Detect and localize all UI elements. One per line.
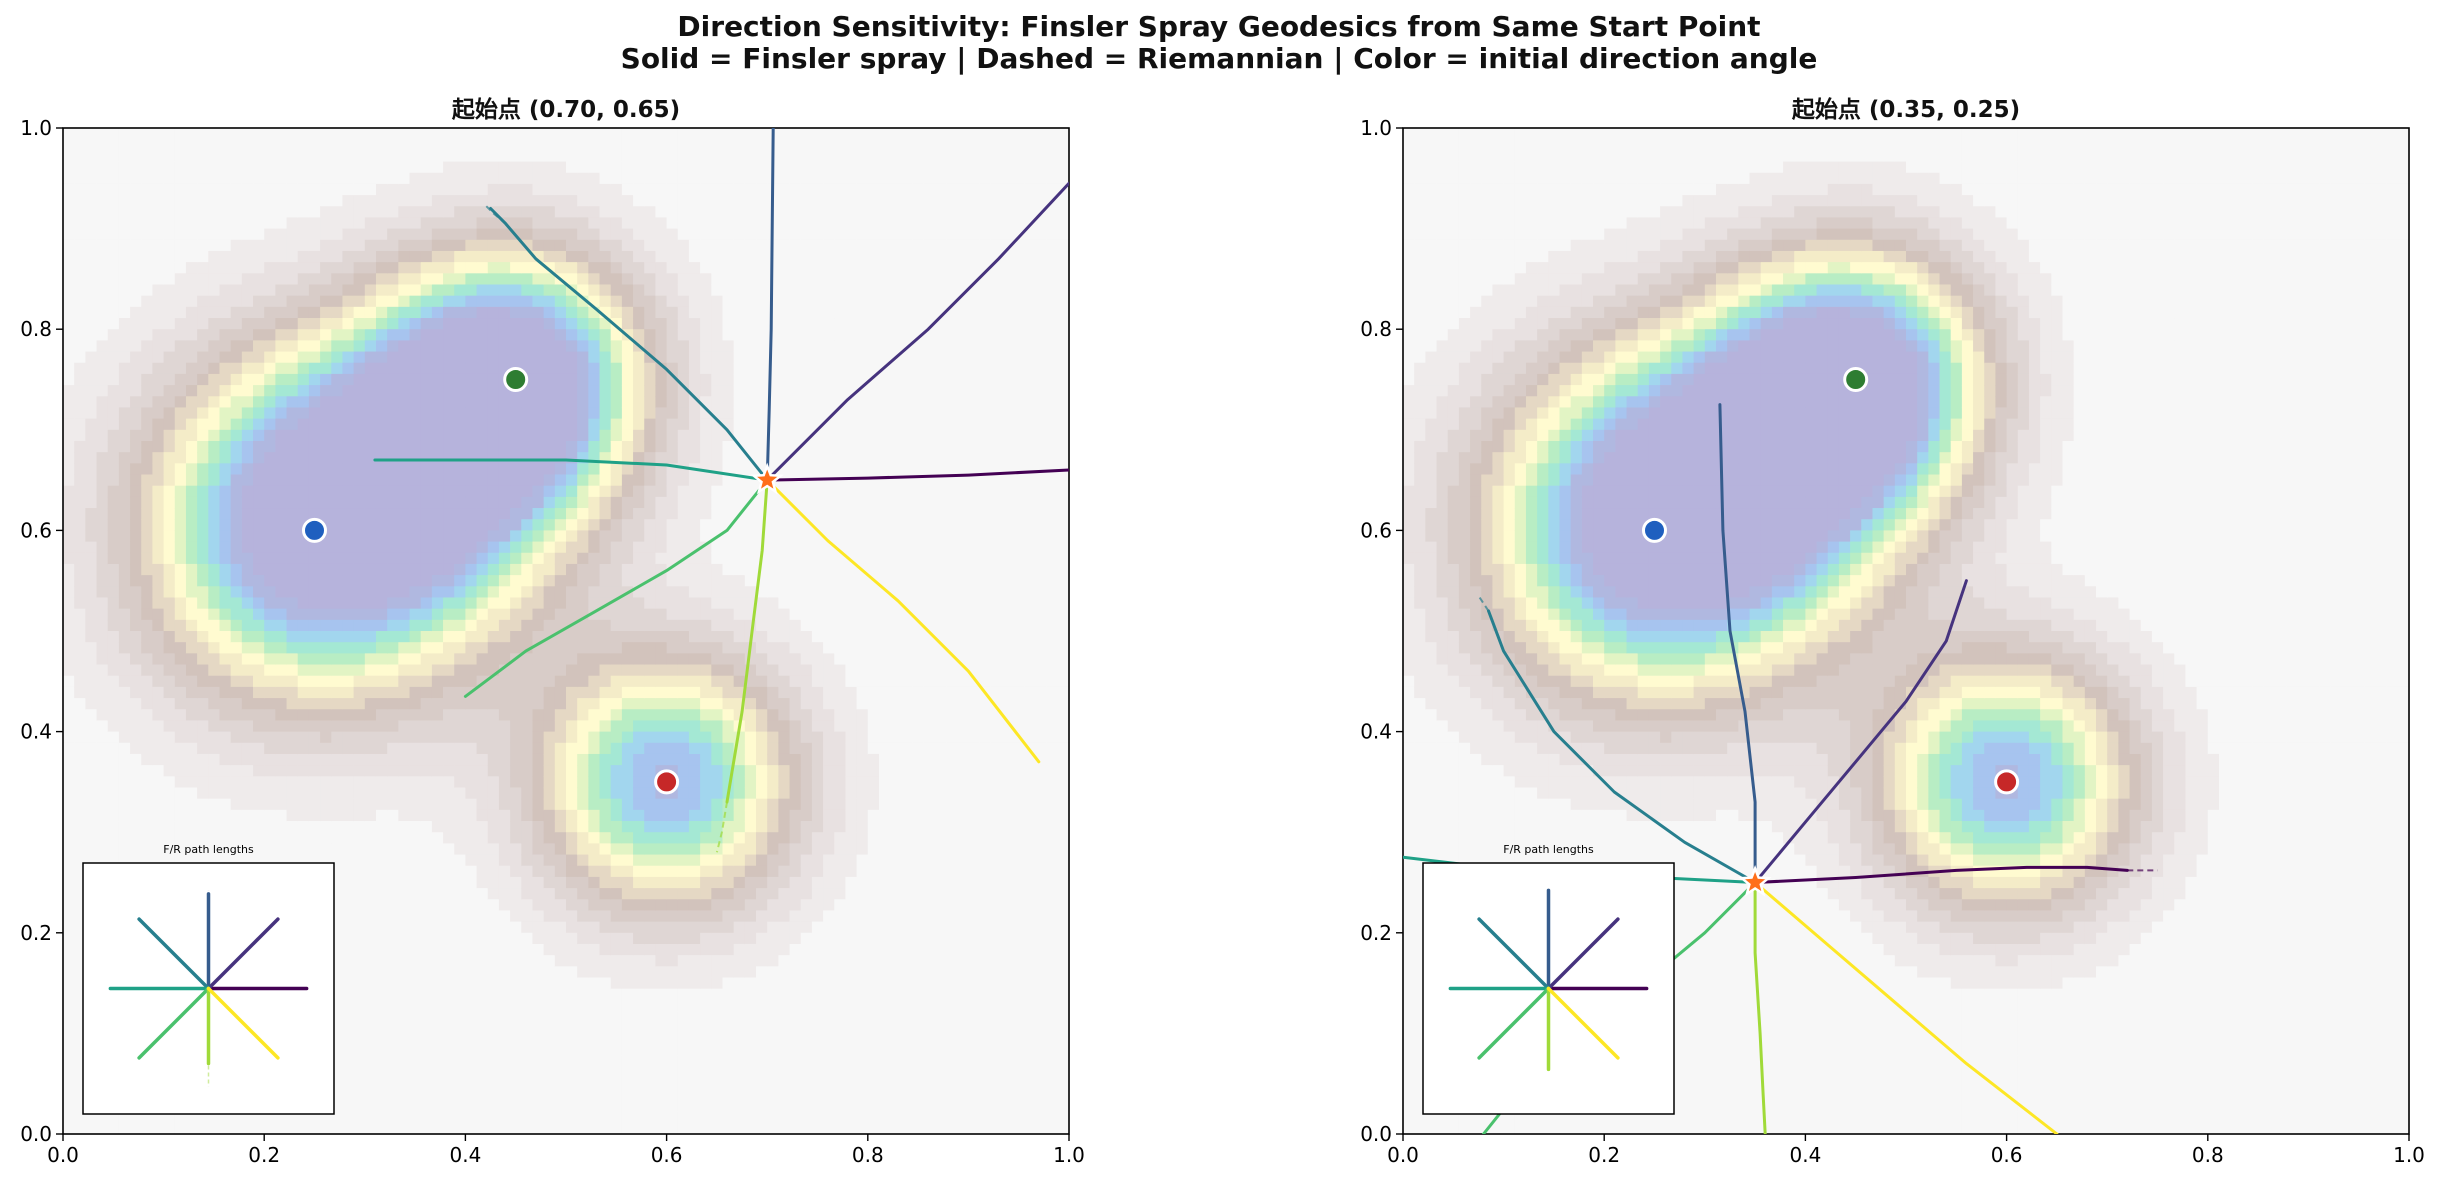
x-tick-label: 1.0 — [2393, 1143, 2425, 1167]
geodesic-lines — [373, 128, 1069, 853]
finsler-geodesic-90 — [765, 128, 775, 482]
inset-finsler-ray-225 — [1477, 986, 1551, 1060]
contour-background — [1403, 128, 2409, 1134]
axes-frame — [62, 127, 1070, 1135]
riemannian-geodesic-135 — [1477, 595, 1490, 612]
inset-finsler-ray-315 — [206, 986, 280, 1060]
inset-title: F/R path lengths — [163, 843, 254, 856]
finsler-geodesic-45 — [765, 181, 1069, 482]
start-point-star — [1738, 865, 1772, 897]
finsler-geodesic-270 — [1753, 881, 1767, 1134]
finsler-geodesic-315 — [1753, 881, 2059, 1134]
inset-path-lengths: F/R path lengths — [1422, 843, 1675, 1115]
subplot-title: 起始点 (0.70, 0.65) — [452, 96, 680, 123]
finsler-geodesic-0 — [765, 468, 1069, 482]
green-attractor-marker — [503, 367, 529, 392]
inset-finsler-ray-45 — [206, 917, 280, 991]
start-point-star — [750, 462, 784, 495]
inset-finsler-ray-45 — [1546, 917, 1620, 991]
y-tick-label: 0.6 — [1360, 518, 1392, 542]
inset-finsler-ray-315 — [1546, 986, 1620, 1060]
finsler-geodesic-270 — [725, 478, 769, 804]
y-tick-label: 1.0 — [1360, 116, 1392, 140]
inset-finsler-ray-135 — [1477, 917, 1551, 991]
riemannian-geodesic-135 — [482, 202, 507, 225]
x-tick-label: 0.0 — [47, 1143, 79, 1167]
x-tick-label: 0.8 — [2192, 1143, 2224, 1167]
y-tick-label: 0.0 — [1360, 1122, 1392, 1146]
red-attractor-marker — [1994, 769, 2020, 795]
inset-finsler-ray-225 — [137, 986, 211, 1060]
x-tick-label: 0.8 — [852, 1143, 884, 1167]
blue-attractor-marker — [1642, 517, 1667, 543]
y-tick-label: 0.8 — [20, 317, 52, 341]
y-tick-label: 0.4 — [1360, 720, 1392, 744]
subplot-title: 起始点 (0.35, 0.25) — [1792, 96, 2020, 123]
y-tick-label: 0.2 — [1360, 921, 1392, 945]
inset-path-lengths: F/R path lengths — [82, 843, 335, 1115]
red-attractor-marker — [654, 769, 680, 795]
x-tick-label: 0.2 — [1588, 1143, 1620, 1167]
x-tick-label: 1.0 — [1053, 1143, 1085, 1167]
figure-subtitle: Solid = Finsler spray | Dashed = Riemann… — [620, 42, 1818, 75]
inset-title: F/R path lengths — [1503, 843, 1594, 856]
y-tick-label: 0.0 — [20, 1122, 52, 1146]
inset-finsler-ray-135 — [137, 917, 211, 991]
riemannian-geodesic-270 — [715, 801, 728, 853]
x-tick-label: 0.0 — [1387, 1143, 1419, 1167]
finsler-geodesic-225 — [463, 478, 769, 698]
finsler-geodesic-0 — [1753, 865, 2129, 884]
x-tick-label: 0.4 — [1789, 1143, 1821, 1167]
finsler-geodesic-45 — [1753, 579, 1968, 884]
y-tick-label: 1.0 — [20, 116, 52, 140]
y-tick-label: 0.8 — [1360, 317, 1392, 341]
finsler-geodesic-135 — [1487, 609, 1757, 884]
finsler-geodesic-315 — [765, 478, 1041, 764]
green-attractor-marker — [1843, 367, 1869, 392]
x-tick-label: 0.6 — [1991, 1143, 2023, 1167]
subplot-1: 0.0 0.2 0.4 0.6 0.8 1.0 0.0 0.2 0.4 0.6 0.8 1.0 起始点 … — [20, 96, 1085, 1167]
y-tick-label: 0.6 — [20, 518, 52, 542]
x-tick-label: 0.4 — [449, 1143, 481, 1167]
finsler-geodesic-180 — [373, 458, 769, 482]
axes-frame — [1402, 127, 2410, 1135]
x-tick-label: 0.6 — [651, 1143, 683, 1167]
x-tick-label: 0.2 — [248, 1143, 280, 1167]
y-tick-label: 0.4 — [20, 720, 52, 744]
figure-title: Direction Sensitivity: Finsler Spray Geo… — [677, 10, 1761, 43]
subplot-2: 0.0 0.2 0.4 0.6 0.8 1.0 0.0 0.2 0.4 0.6 0.8 1.0 起始点 … — [1360, 96, 2425, 1167]
blue-attractor-marker — [302, 517, 327, 543]
finsler-geodesic-90 — [1718, 403, 1757, 884]
y-tick-label: 0.2 — [20, 921, 52, 945]
